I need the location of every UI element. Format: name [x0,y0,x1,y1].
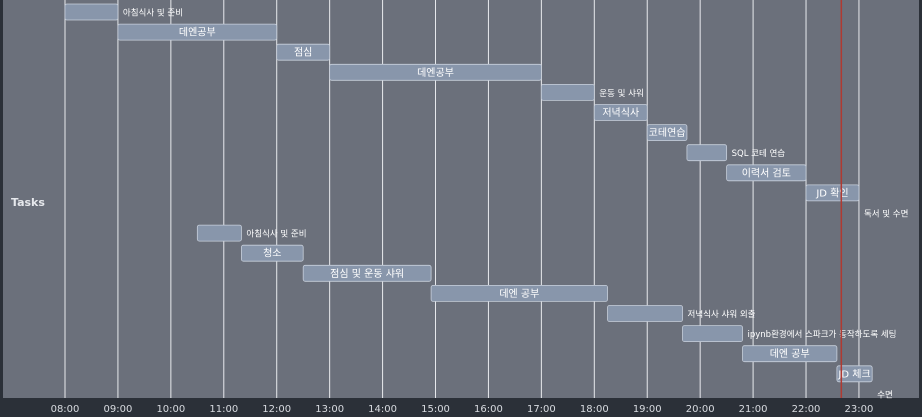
x-tick-label: 16:00 [474,404,503,415]
task-bar[interactable] [726,164,807,182]
task-bars [64,3,873,383]
x-tick-label: 08:00 [51,404,80,415]
x-tick-label: 23:00 [845,404,874,415]
x-tick-label: 22:00 [792,404,821,415]
x-tick-label: 19:00 [633,404,662,415]
task-label: 저녁식사 [602,107,639,119]
x-tick-label: 11:00 [209,404,238,415]
x-tick-label: 20:00 [686,404,715,415]
x-tick-label: 13:00 [315,404,344,415]
task-bar[interactable] [682,325,743,343]
task-label: 저녁식사 샤워 외출 [688,309,756,320]
task-label: 아침식사 및 준비 [246,229,306,240]
task-bar[interactable] [329,63,542,81]
task-bar[interactable] [302,264,432,282]
task-bar[interactable] [64,3,119,21]
y-axis-label: Tasks [11,196,45,209]
task-bar[interactable] [117,23,278,41]
x-tick-label: 18:00 [580,404,609,415]
task-label: 운동 및 샤워 [599,88,644,99]
task-bar[interactable] [836,365,873,383]
task-label: 점심 [294,47,312,59]
task-label: 코테연습 [649,127,686,139]
task-label: 독서 및 수면 [864,209,909,220]
task-bar[interactable] [742,345,838,363]
task-label: 점심 및 운동 샤워 [330,267,404,280]
x-tick-label: 17:00 [527,404,556,415]
x-tick-label: 15:00 [421,404,450,415]
x-tick-label: 09:00 [104,404,133,415]
task-label: SQL 코테 연습 [732,149,786,159]
x-tick-label: 21:00 [739,404,768,415]
task-label: 청소 [263,248,281,260]
x-axis-ticks: 08:00 09:00 10:00 11:00 12:00 13:00 14:00 15:00… [51,404,874,415]
task-bar[interactable] [607,305,683,322]
task-bar[interactable] [805,184,860,202]
task-label: 데엔공부 [417,67,454,79]
task-label: 수면 [877,389,893,400]
task-label: JD 체크 [837,368,870,380]
task-bar[interactable] [593,104,648,121]
task-bar[interactable] [196,224,242,242]
task-label: 이력서 검토 [742,167,791,179]
task-label: 아침식사 및 준비 [123,8,183,19]
x-tick-label: 12:00 [262,404,291,415]
task-label: 데엔 공부 [770,348,810,360]
task-label: 데엔 공부 [499,288,539,300]
task-bar[interactable] [430,284,608,302]
task-bar[interactable] [646,124,688,141]
task-bar[interactable] [241,244,304,262]
x-tick-label: 10:00 [156,404,185,415]
task-label: 데엔공부 [179,27,216,39]
task-bar[interactable] [540,84,595,101]
x-tick-label: 14:00 [368,404,397,415]
task-bar[interactable] [276,43,331,61]
task-bar[interactable] [686,144,728,162]
task-label: JD 확인 [815,187,848,199]
task-label: ipynb환경에서 스파크가 동작하도록 세팅 [748,329,897,340]
